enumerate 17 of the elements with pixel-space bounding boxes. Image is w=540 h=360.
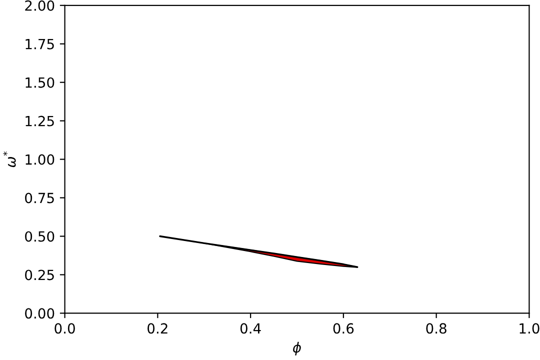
x-tick-label: 0.8: [426, 323, 446, 334]
x-tick-label: 1.0: [520, 323, 540, 334]
y-tick-label: 0.75: [25, 192, 54, 204]
x-tick-label: 0.4: [240, 323, 261, 334]
x-axis-title: ϕ: [293, 342, 301, 356]
y-tick-label: 2.00: [25, 0, 54, 11]
y-tick-label: 0.25: [25, 270, 54, 280]
x-tick-label: 0.6: [333, 323, 354, 334]
y-tick-label: 1.00: [26, 154, 54, 165]
y-tick-label: 1.50: [26, 77, 54, 88]
y-tick-label: 0.50: [25, 231, 54, 242]
x-tick-label: 0.0: [54, 323, 75, 334]
y-tick-label: 1.25: [26, 116, 54, 126]
y-axis-title: ω$^{*}$: [3, 152, 16, 168]
x-tick-label: 0.2: [148, 323, 168, 334]
y-tick-label: 0.00: [25, 308, 54, 319]
y-tick-label: 1.75: [26, 39, 54, 50]
